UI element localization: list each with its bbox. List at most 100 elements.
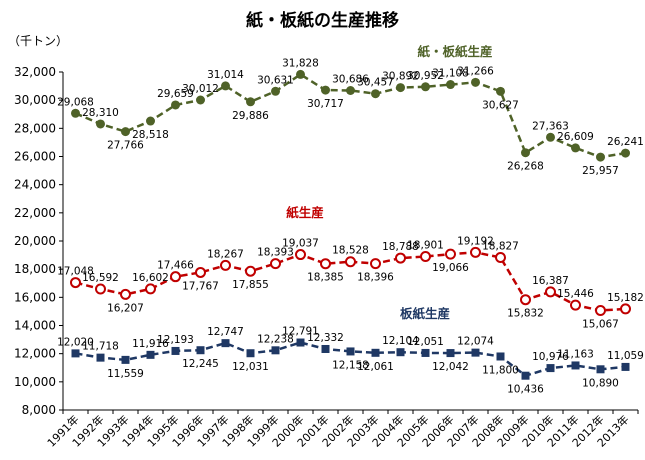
y-tick-label: 14,000 <box>14 319 56 333</box>
data-point <box>421 82 430 92</box>
data-label: 16,207 <box>107 302 144 314</box>
data-point <box>196 346 205 355</box>
data-point <box>371 89 380 99</box>
data-point <box>545 286 556 298</box>
data-point <box>296 338 305 347</box>
data-label: 12,238 <box>257 333 294 345</box>
data-label: 17,767 <box>182 280 219 292</box>
data-label: 30,631 <box>257 74 294 86</box>
data-point <box>96 119 105 129</box>
data-label: 29,659 <box>157 88 194 100</box>
data-label: 18,788 <box>382 241 419 253</box>
data-point <box>120 288 131 300</box>
y-tick-label: 26,000 <box>14 150 56 164</box>
chart-title: 紙・板紙の生産推移 <box>246 11 399 31</box>
data-point <box>520 294 531 306</box>
data-point <box>270 258 281 270</box>
data-label: 11,718 <box>82 341 119 353</box>
data-point <box>496 352 505 361</box>
data-label: 26,268 <box>507 161 544 173</box>
data-point <box>245 265 256 277</box>
data-point <box>321 85 330 95</box>
data-label: 18,827 <box>482 241 519 253</box>
data-point <box>471 348 480 357</box>
data-label: 10,890 <box>582 377 619 389</box>
data-label: 26,241 <box>607 136 644 148</box>
data-point <box>121 127 130 137</box>
data-point <box>320 258 331 270</box>
data-point <box>146 116 155 126</box>
data-point <box>246 97 255 107</box>
data-label: 12,061 <box>357 361 394 373</box>
data-point <box>571 143 580 153</box>
data-label: 10,436 <box>507 384 544 396</box>
y-tick-label: 22,000 <box>14 206 56 220</box>
y-tick-label: 18,000 <box>14 262 56 276</box>
y-tick-label: 16,000 <box>14 290 56 304</box>
data-point <box>495 252 506 264</box>
data-point <box>445 248 456 260</box>
data-label: 15,832 <box>507 308 544 320</box>
series-name-label: 紙生産 <box>286 205 324 220</box>
series-name-label: 板紙生産 <box>400 306 450 321</box>
data-label: 16,592 <box>82 272 119 284</box>
data-point <box>496 86 505 96</box>
data-label: 16,387 <box>532 275 569 287</box>
data-label: 12,051 <box>407 336 444 348</box>
data-point <box>596 365 605 374</box>
x-axis-ticks: 1991年1992年1993年1994年1995年1996年1997年1998年… <box>44 410 639 450</box>
data-label: 10,976 <box>532 351 569 363</box>
data-label: 12,158 <box>332 359 369 371</box>
data-point <box>446 80 455 90</box>
y-tick-label: 28,000 <box>14 121 56 135</box>
data-label: 11,163 <box>557 348 594 360</box>
y-tick-label: 10,000 <box>14 375 56 389</box>
data-point <box>620 303 631 315</box>
data-label: 12,031 <box>232 361 269 373</box>
data-label: 12,193 <box>157 334 194 346</box>
data-point <box>346 86 355 96</box>
data-label: 18,528 <box>332 245 369 257</box>
data-label: 31,108 <box>432 68 469 80</box>
data-point <box>220 259 231 271</box>
y-tick-label: 20,000 <box>14 234 56 248</box>
data-point <box>246 349 255 358</box>
data-point <box>571 361 580 370</box>
data-label: 19,192 <box>457 235 494 247</box>
data-point <box>321 344 330 353</box>
data-label: 18,396 <box>357 272 394 284</box>
y-tick-label: 32,000 <box>14 65 56 79</box>
data-label: 19,037 <box>282 238 319 250</box>
data-point <box>195 266 206 278</box>
data-label: 16,602 <box>132 272 169 284</box>
data-point <box>596 152 605 162</box>
data-label: 30,717 <box>307 98 344 110</box>
data-point <box>171 100 180 110</box>
data-label: 31,266 <box>457 65 494 77</box>
data-label: 27,766 <box>107 140 144 152</box>
data-point <box>421 348 430 357</box>
data-point <box>71 108 80 118</box>
data-point <box>170 271 181 283</box>
data-point <box>196 95 205 105</box>
data-point <box>546 132 555 142</box>
data-point <box>371 348 380 357</box>
data-label: 11,800 <box>482 364 519 376</box>
data-point <box>621 362 630 371</box>
data-point <box>145 283 156 295</box>
data-point <box>396 83 405 93</box>
y-tick-label: 30,000 <box>14 93 56 107</box>
data-label: 17,466 <box>157 260 194 272</box>
data-point <box>521 148 530 158</box>
data-point <box>521 371 530 380</box>
data-label: 15,446 <box>557 288 594 300</box>
y-tick-label: 8,000 <box>22 403 56 417</box>
y-tick-label: 12,000 <box>14 347 56 361</box>
data-label: 30,627 <box>482 99 519 111</box>
data-label: 11,916 <box>132 338 169 350</box>
y-axis-ticks: 8,000 10,000 12,000 14,000 16,000 18,000 20,00… <box>14 65 63 417</box>
